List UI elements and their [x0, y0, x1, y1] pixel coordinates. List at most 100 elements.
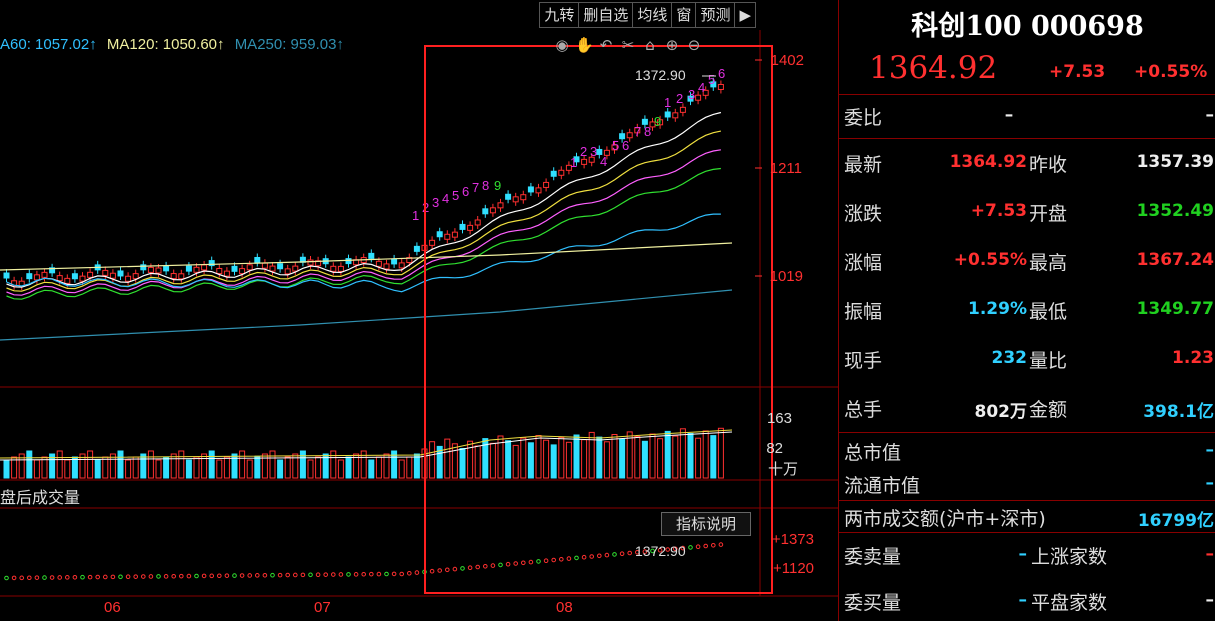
volume-bar: [269, 450, 276, 479]
chart-tool-icons: ◉ ✋ ↶ ✂ ⌂ ⊕ ⊖: [553, 36, 703, 54]
sub-indicator-dot: [467, 565, 473, 571]
volume-bar: [170, 453, 177, 479]
sub-indicator-dot: [331, 572, 336, 577]
sub-indicator-dot: [315, 572, 321, 578]
minus-icon[interactable]: ⊖: [687, 36, 701, 54]
volume-bar: [246, 459, 253, 479]
expand-arrow-icon[interactable]: ▶: [739, 6, 751, 24]
eye-icon[interactable]: ◉: [555, 36, 569, 54]
moving-average-button[interactable]: 均线: [633, 3, 673, 27]
volume-tick-163: 163: [766, 410, 792, 427]
ask-volume-label: 委卖量: [844, 546, 902, 568]
high-price-annotation: 1372.90: [635, 67, 686, 83]
candle-body: [56, 275, 63, 282]
candle-body: [391, 258, 398, 265]
kline-chart-pane[interactable]: 1 2 3 4 5 6 7 8 9 1 2 3 4 5 6 7 8 9 1 2 3 4 5 6 1372.90 1372.90 九…: [0, 0, 838, 621]
sub-indicator-dot: [619, 551, 625, 557]
last-price: 1364.92: [869, 50, 998, 86]
hand-icon[interactable]: ✋: [575, 36, 594, 54]
td-count: 7: [634, 124, 641, 139]
price-tick-1402: 1402: [770, 52, 804, 69]
unchanged-value: –: [1205, 590, 1215, 610]
volume-bar: [474, 445, 481, 479]
candle-body: [87, 271, 94, 278]
td-sequential-button[interactable]: 九转: [540, 3, 580, 27]
volume-bar: [565, 441, 572, 479]
quote-value: 1367.24: [1136, 250, 1214, 270]
ma120-line: [0, 242, 733, 271]
volume-bar: [482, 438, 489, 479]
candle-body: [132, 273, 139, 280]
sub-indicator-dot: [361, 571, 367, 577]
window-button[interactable]: 窗: [672, 3, 697, 27]
td-count: 3: [688, 87, 695, 102]
quote-label: 涨跌: [844, 203, 883, 225]
indicator-help-button[interactable]: 指标说明: [661, 512, 751, 536]
date-tick-06: 06: [104, 599, 121, 616]
candle-body: [649, 121, 656, 128]
sub-indicator-dot: [141, 574, 146, 579]
candle-body: [543, 181, 550, 188]
forecast-button[interactable]: 预测: [696, 3, 736, 27]
candle-body: [109, 272, 116, 279]
quote-value: 1.29%: [968, 299, 1027, 319]
volume-bar: [695, 437, 702, 479]
volume-bar: [322, 453, 329, 479]
volume-bar: [315, 456, 322, 479]
sub-indicator-dot: [34, 575, 40, 580]
sub-indicator-dot: [369, 571, 374, 577]
turnover-label: 两市成交额(沪市+深市): [844, 508, 1046, 530]
sub-indicator-dot: [338, 572, 344, 577]
candle-body: [672, 112, 679, 119]
candle-body: [246, 264, 253, 271]
volume-bar: [239, 450, 246, 479]
sub-indicator-dot: [536, 559, 541, 564]
volume-bar: [11, 456, 18, 479]
volume-bar: [573, 434, 580, 479]
undo-icon[interactable]: ↶: [599, 36, 613, 54]
ma250-line: [0, 289, 733, 341]
quote-value: 1357.39: [1136, 152, 1214, 172]
candle-body: [664, 111, 671, 118]
ma60-legend: A60: 1057.02↑: [0, 36, 97, 53]
sub-indicator-dot: [711, 543, 716, 548]
sub-indicator-dot: [399, 571, 405, 577]
sub-indicator-dot: [650, 548, 655, 554]
plus-icon[interactable]: ⊕: [665, 36, 679, 54]
volume-tick-82: 82: [766, 440, 783, 457]
volume-bar: [307, 459, 314, 479]
candle-body: [261, 262, 268, 269]
td-count: 5: [612, 138, 619, 153]
sub-indicator-dot: [665, 547, 671, 552]
td-count: 2: [580, 144, 587, 159]
candle-body: [345, 258, 352, 265]
sub-indicator-dot: [217, 573, 222, 579]
remove-watchlist-button[interactable]: 删自选: [579, 3, 634, 27]
float-cap-value: –: [1205, 473, 1215, 493]
date-tick-08: 08: [556, 599, 573, 616]
sub-indicator-dot: [688, 545, 693, 550]
sub-indicator-dot: [201, 573, 207, 579]
volume-bar: [132, 456, 139, 479]
advancers-label: 上涨家数: [1031, 546, 1108, 568]
sub-indicator-dot: [209, 573, 214, 579]
td-count: 5: [708, 72, 715, 87]
quote-label: 最高: [1029, 252, 1068, 274]
sub-indicator-dot: [42, 575, 47, 580]
candle-body: [147, 266, 154, 273]
unchanged-label: 平盘家数: [1031, 592, 1108, 614]
scissors-icon[interactable]: ✂: [621, 36, 635, 54]
bid-volume-label: 委买量: [844, 592, 902, 614]
sub-indicator-dot: [551, 557, 557, 563]
volume-bar: [368, 459, 375, 479]
quote-label: 最低: [1029, 301, 1068, 323]
volume-bar: [649, 433, 656, 479]
candle-body: [619, 133, 626, 140]
date-tick-07: 07: [314, 599, 331, 616]
volume-bar: [596, 436, 603, 479]
candle-body: [41, 271, 48, 278]
lock-icon[interactable]: ⌂: [645, 36, 655, 54]
quote-panel: 科创100 000698 1364.92 +7.53 +0.55% 委比 – –…: [838, 0, 1215, 621]
turnover-value: 16799亿: [1137, 511, 1214, 531]
